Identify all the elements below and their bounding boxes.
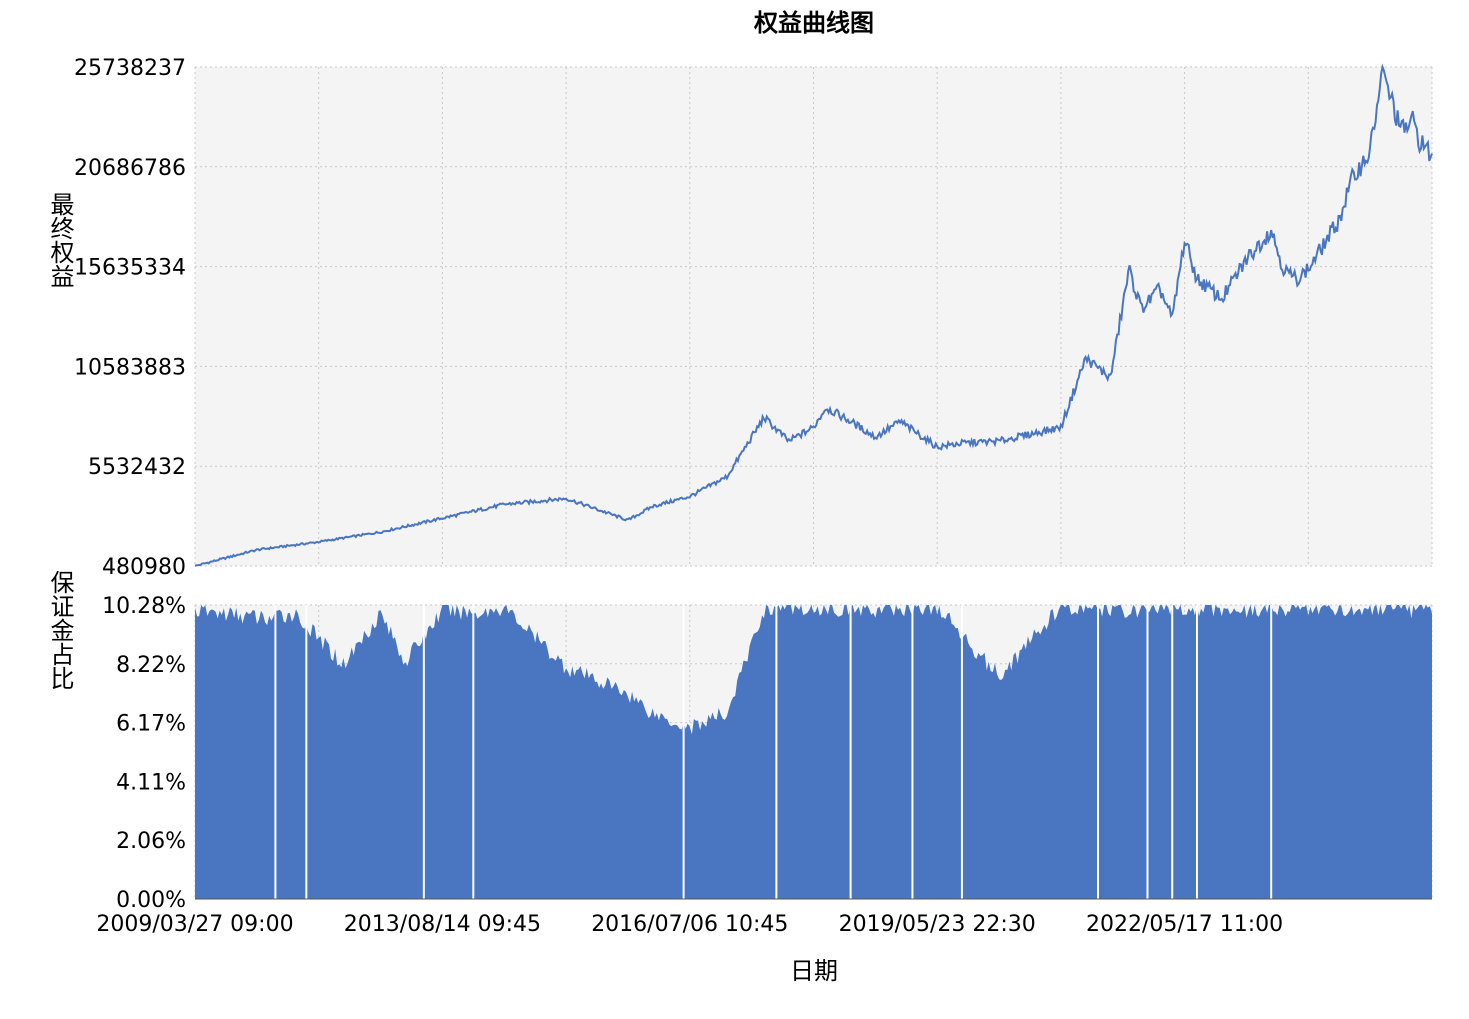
margin-gap [911,605,914,899]
margin-gap [849,605,852,899]
equity-y-tick: 25738237 [74,56,186,81]
margin-gap [305,605,308,899]
equity-line [194,63,1433,567]
margin-area [195,605,1432,899]
margin-y-tick: 10.28% [102,594,186,619]
margin-gap [422,605,425,899]
x-axis-label: 日期 [790,957,838,985]
margin-gap [960,605,963,899]
equity-y-tick: 10583883 [74,355,186,380]
margin-y-tick: 0.00% [116,888,186,913]
margin-y-tick: 6.17% [116,712,186,737]
equity-y-tick: 15635334 [74,256,186,281]
margin-gap [682,605,685,899]
margin-gap [775,605,778,899]
margin-gap [472,605,475,899]
equity-plot-area [195,67,1432,566]
equity-y-tick: 480980 [102,555,186,580]
margin-gap [1195,605,1198,899]
equity-y-tick: 5532432 [88,455,186,480]
x-tick: 2022/05/17 11:00 [1086,912,1283,937]
equity-y-tick-labels: 25738237 20686786 15635334 10583883 5532432 4… [74,56,186,580]
x-tick: 2013/08/14 09:45 [344,912,541,937]
margin-gap [1270,605,1273,899]
margin-y-tick: 8.22% [116,653,186,678]
margin-gap [1171,605,1174,899]
margin-gaps [274,605,1273,899]
equity-y-axis-label: 最终权益 [46,192,74,288]
x-tick-labels: 2009/03/27 09:00 2013/08/14 09:45 2016/07/… [96,912,1283,937]
equity-y-tick: 20686786 [74,156,186,181]
chart-title: 权益曲线图 [753,9,874,37]
x-tick: 2016/07/06 10:45 [591,912,788,937]
margin-y-tick: 4.11% [116,770,186,795]
margin-gap [274,605,277,899]
margin-y-tick-labels: 10.28% 8.22% 6.17% 4.11% 2.06% 0.00% [102,594,186,913]
equity-gridlines [194,66,1433,567]
margin-gap [1097,605,1100,899]
x-tick: 2009/03/27 09:00 [96,912,293,937]
margin-gap [1146,605,1149,899]
x-tick: 2019/05/23 22:30 [839,912,1036,937]
margin-y-tick: 2.06% [116,829,186,854]
margin-y-axis-label: 保证金占比 [46,570,74,690]
